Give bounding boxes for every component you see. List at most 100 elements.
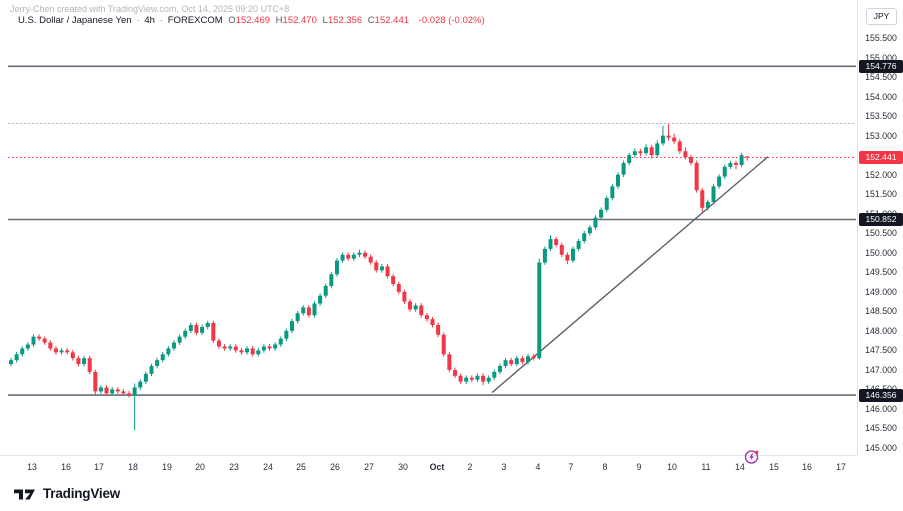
price-tick-label: 155.000 [865,52,897,63]
candle-up [284,328,289,342]
candle-up [621,160,626,178]
interval-label[interactable]: 4h [144,15,155,26]
candle-up [273,342,278,351]
candle-down [689,154,694,166]
high-value: 152.470 [282,15,317,26]
candle-up [644,144,649,156]
price-tick-label: 147.000 [865,364,897,375]
candle-up [261,344,266,353]
time-tick-label: 14 [735,462,745,472]
legend-separator: · [136,15,140,26]
price-tick-label: 149.000 [865,286,897,297]
open-label: O [228,15,236,26]
candle-down [211,320,216,343]
candle-down [745,156,750,161]
candle-down [121,389,126,396]
time-tick-label: 10 [667,462,677,472]
candle-up [548,235,553,252]
candle-down [194,322,199,336]
time-tick-label: Oct [429,462,445,472]
candle-up [340,252,345,263]
price-level-badge: 150.852 [859,212,903,226]
candle-down [520,355,525,365]
candle-up [82,355,87,367]
candle-up [149,363,154,377]
candle-down [649,144,654,159]
candle-up [526,353,531,365]
candle-down [666,123,671,141]
time-tick-label: 20 [195,462,205,472]
tradingview-logo-mark-icon [14,489,35,499]
time-tick-label: 9 [636,462,642,472]
currency-toggle-button[interactable]: JPY [866,8,897,25]
price-axis[interactable]: JPY 145.000145.500146.000146.500147.0001… [857,0,903,455]
flash-icon[interactable] [743,448,761,466]
candle-down [391,273,396,287]
candle-down [677,139,682,154]
candle-up [486,375,491,384]
price-tick-label: 151.500 [865,189,897,200]
symbol-title[interactable]: U.S. Dollar / Japanese Yen [18,15,132,26]
candle-up [323,283,328,299]
time-tick-label: 17 [94,462,104,472]
time-tick-label: 18 [128,462,138,472]
candle-down [531,353,536,361]
candle-up [627,152,632,166]
low-label: L [322,15,328,26]
candle-up [660,125,665,146]
candle-up [245,346,250,355]
price-tick-label: 154.500 [865,72,897,83]
time-tick-label: 27 [364,462,374,472]
tradingview-logo-text: TradingView [43,486,121,501]
price-tick-label: 153.500 [865,111,897,122]
current-price-badge: 152.441 [859,150,903,164]
candle-up [705,199,710,211]
candle-up [739,152,744,168]
candle-up [14,351,19,363]
close-value: 152.441 [374,15,410,26]
candle-down [37,334,42,342]
price-tick-label: 152.000 [865,169,897,180]
candle-up [514,355,519,367]
candle-down [76,355,81,367]
candle-down [127,390,132,398]
price-tick-label: 145.500 [865,423,897,434]
candle-up [593,215,598,230]
candle-down [672,133,677,144]
candle-up [143,371,148,384]
candle-up [587,225,592,236]
time-axis[interactable]: 13 16 17 18 19 20 23 24 25 26 27 30 Oct 2 3 4 7 8 9 10 11 14 1… [0,455,857,482]
candle-up [59,348,64,355]
candle-up [497,363,502,375]
time-tick-label: 4 [535,462,541,472]
open-value: 152.469 [235,15,271,26]
tradingview-logo[interactable]: TradingView [14,486,120,501]
candle-down [638,148,643,157]
candle-down [42,336,47,345]
candle-down [481,373,486,386]
candle-up [351,252,356,261]
candle-up [256,348,261,357]
candle-down [554,236,559,248]
low-value: 152.356 [327,15,363,26]
price-tick-label: 148.500 [865,306,897,317]
candle-up [334,258,339,277]
time-tick-label: 3 [501,462,507,472]
candle-down [70,349,75,361]
candle-up [728,160,733,170]
candle-down [419,303,424,318]
candle-down [65,348,70,355]
candle-down [559,242,564,258]
candle-up [177,334,182,345]
candle-up [329,271,334,289]
candle-down [233,344,238,353]
price-tick-label: 145.000 [865,443,897,453]
time-tick-label: 13 [27,462,37,472]
price-tick-label: 150.000 [865,247,897,258]
time-tick-label: 26 [330,462,340,472]
candle-down [436,322,441,338]
candle-down [216,338,221,349]
candle-up [290,318,294,334]
candle-down [250,346,255,357]
